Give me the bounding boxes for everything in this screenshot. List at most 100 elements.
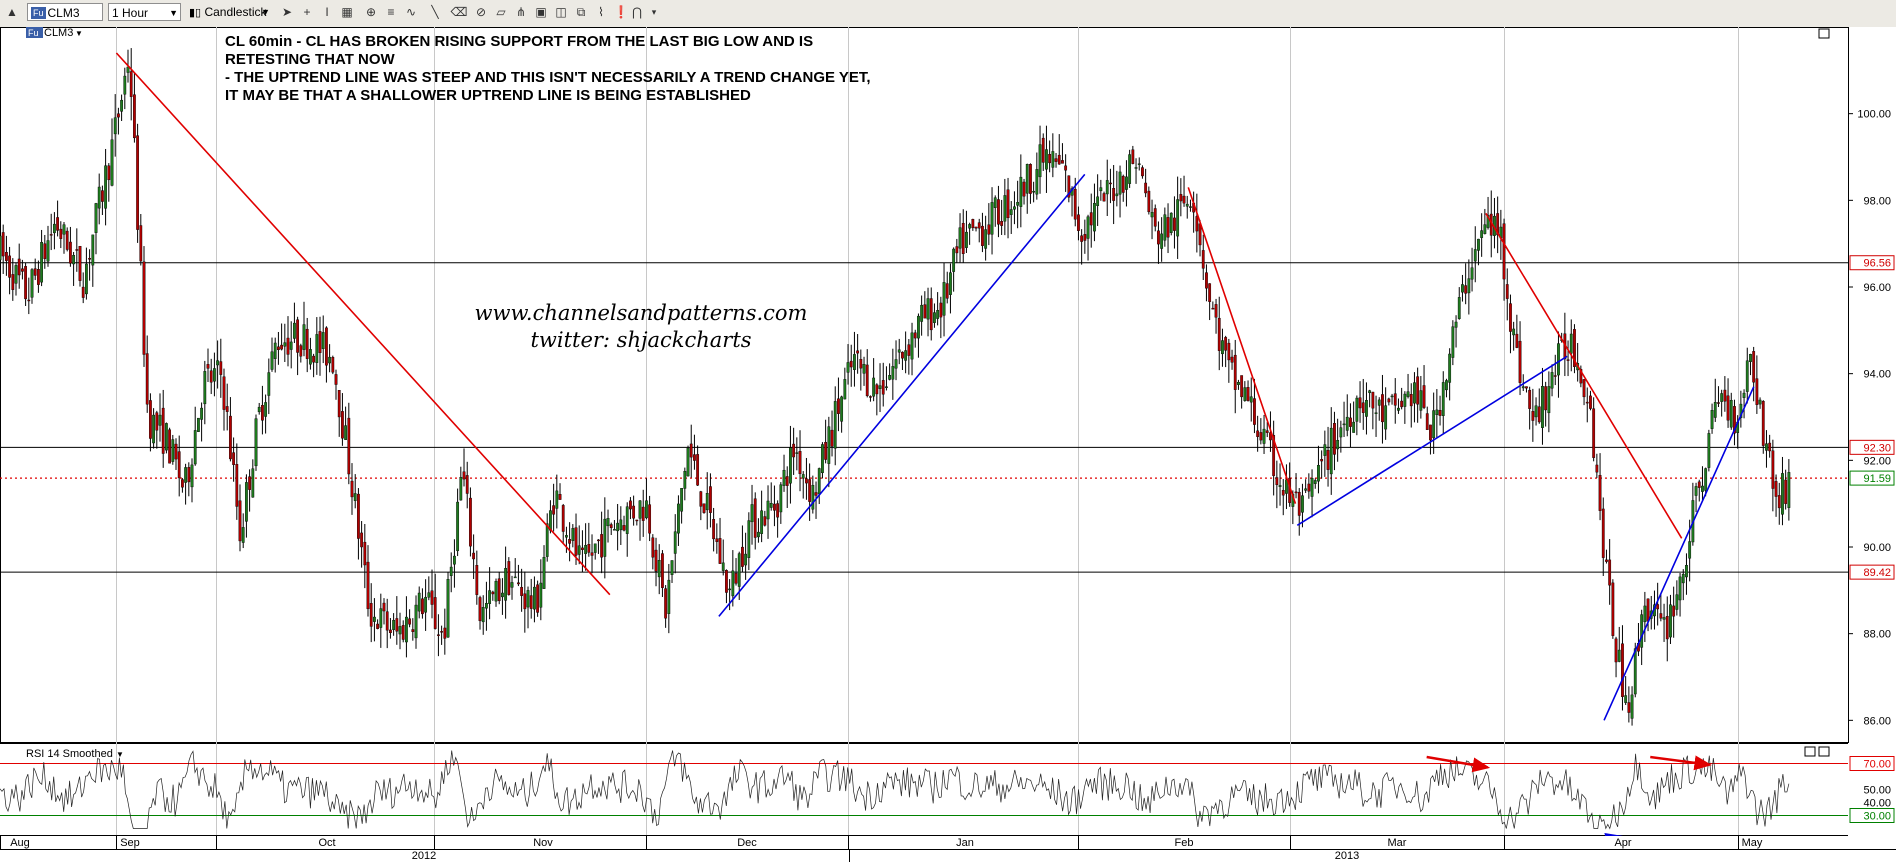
symbol-label[interactable]: CLM3 — [44, 27, 73, 39]
pattern-tool-icon[interactable]: ⌇ — [598, 5, 604, 19]
candle-body — [1368, 390, 1372, 394]
annotation-line-4: IT MAY BE THAT A SHALLOWER UPTREND LINE … — [225, 87, 751, 104]
zoom-tool-icon[interactable]: ⊕ — [365, 5, 377, 19]
candle-body — [277, 346, 280, 351]
candle-body — [1345, 416, 1349, 431]
pitchfork-tool-icon[interactable]: ⋔ — [515, 5, 527, 19]
candle-body — [1278, 485, 1282, 487]
candle-body — [1589, 395, 1592, 409]
candle-body — [1022, 181, 1026, 197]
candle-body — [785, 476, 789, 486]
candle-body — [97, 186, 101, 209]
candle-body — [267, 372, 271, 396]
collapse-up-icon[interactable]: ▲ — [6, 5, 18, 19]
pointer-tool-icon[interactable]: ➤ — [281, 5, 293, 19]
crosshair-tool-icon[interactable]: + — [303, 5, 311, 19]
candle-body — [1131, 149, 1135, 164]
candle-body — [229, 415, 232, 460]
month-label-6: Feb — [1175, 837, 1194, 849]
candle-body — [1697, 481, 1701, 488]
candle-body — [360, 532, 364, 548]
minimize-pane-icon[interactable] — [1804, 746, 1816, 757]
label-tool-icon[interactable]: I — [325, 5, 329, 19]
candle-body — [1208, 283, 1212, 302]
candle-body — [117, 113, 120, 118]
cycle-tool-icon[interactable]: ⧉ — [576, 5, 586, 19]
candle-body — [1, 232, 5, 257]
chart-style-select[interactable]: ▮▯ Candlestick ▼ — [186, 3, 272, 21]
candle-body — [699, 491, 703, 507]
candle-body — [1067, 175, 1071, 198]
candle-body — [1387, 398, 1391, 403]
candle-body — [1537, 406, 1541, 423]
candle-body — [353, 493, 357, 501]
candle-body — [1016, 202, 1020, 206]
candle-body — [1701, 485, 1704, 492]
chevron-down-icon[interactable]: ▼ — [75, 29, 83, 38]
maximize-pane-icon[interactable] — [1818, 746, 1830, 757]
candle-body — [46, 240, 50, 262]
maximize-pane-icon[interactable] — [1818, 28, 1830, 39]
wave-tool-icon[interactable]: ∿ — [405, 5, 417, 19]
chevron-down-icon[interactable]: ▼ — [116, 750, 124, 759]
candle-body — [987, 224, 991, 235]
magnet-tool-icon[interactable]: ⋂ — [632, 5, 642, 19]
candle-body — [206, 364, 210, 369]
candle-body — [1710, 410, 1714, 429]
eraser-tool-icon[interactable]: ⌫ — [450, 5, 468, 19]
channel-tool-icon[interactable]: ▱ — [496, 5, 506, 19]
price-chart[interactable]: 96.56 92.30 89.42 91.59 86.00 88.00 90.00 92.00… — [0, 27, 1896, 862]
candle-body — [17, 258, 21, 276]
candle-body — [721, 562, 725, 571]
ratio-tool-icon[interactable]: ≡ — [387, 5, 395, 19]
more-tools-icon[interactable]: ▾ — [651, 7, 657, 17]
rsi-level-label-0: 70.00 — [1863, 759, 1891, 771]
gann-tool-icon[interactable]: ▣ — [535, 5, 547, 19]
candle-body — [651, 537, 655, 558]
candle-body — [1157, 230, 1160, 245]
candle-body — [1605, 559, 1608, 562]
candle-body — [1755, 378, 1759, 405]
candle-body — [1512, 328, 1516, 336]
alert-tool-icon[interactable]: ❗ — [613, 5, 629, 19]
candle-body — [385, 611, 389, 631]
candle-body — [1525, 386, 1528, 389]
candle-body — [78, 246, 82, 281]
candle-body — [107, 165, 111, 181]
candle-body — [1547, 386, 1551, 414]
candle-body — [225, 406, 229, 412]
candle-body — [69, 241, 72, 264]
candle-body — [1355, 397, 1359, 422]
candle-body — [1381, 394, 1384, 423]
candle-body — [1595, 464, 1599, 473]
candle-body — [1630, 694, 1634, 719]
candle-body — [1454, 321, 1458, 328]
interval-select[interactable]: 1 Hour ▼ — [108, 3, 181, 21]
candle-body — [104, 165, 108, 209]
candle-body — [965, 231, 968, 248]
candle-body — [1400, 400, 1404, 408]
candle-body — [286, 337, 290, 355]
candle-body — [734, 573, 738, 584]
candle-body — [72, 255, 76, 265]
candle-body — [1118, 171, 1122, 195]
time-axis: Aug Sep Oct Nov Dec Jan Feb Mar Apr May 2012 2013 — [0, 836, 1896, 862]
grid-tool-icon[interactable]: ▦ — [341, 5, 353, 19]
candle-body — [981, 225, 984, 246]
uptrend-line-5 — [1603, 386, 1755, 721]
candle-body — [936, 310, 940, 319]
symbol-input[interactable]: Fu CLM3 — [27, 3, 103, 21]
candle-body — [1009, 209, 1013, 215]
fib-tool-icon[interactable]: ⊘ — [475, 5, 487, 19]
candle-body — [1707, 433, 1711, 468]
candle-body — [1137, 163, 1141, 165]
candle-body — [203, 371, 207, 405]
candle-body — [257, 406, 261, 413]
candle-body — [1745, 360, 1749, 392]
arc-tool-icon[interactable]: ◫ — [555, 5, 567, 19]
candle-body — [49, 234, 53, 236]
candle-body — [638, 500, 642, 519]
candle-body — [1505, 284, 1509, 299]
candle-body — [1125, 176, 1128, 190]
trendline-tool-icon[interactable]: ╲ — [431, 5, 439, 19]
